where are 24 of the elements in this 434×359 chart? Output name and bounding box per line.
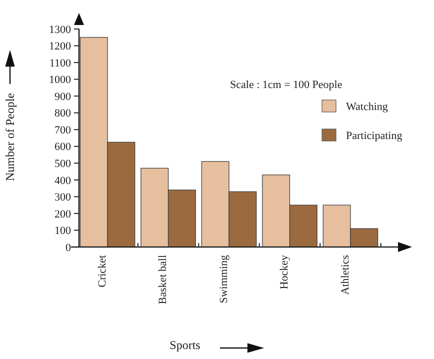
y-tick-label: 1200 [49,40,72,53]
y-tick-label: 900 [54,90,72,103]
y-tick-label: 300 [54,192,72,204]
y-tick-label: 600 [54,141,72,154]
legend-label: Participating [346,130,403,142]
y-tick-label: 200 [54,208,72,220]
y-tick-label: 1300 [49,24,72,36]
x-tick-label: Athletics [339,255,352,295]
y-tick-label: 0 [66,242,72,254]
y-tick-label: 800 [54,108,72,120]
x-tick-label: Cricket [96,255,108,288]
x-tick-label: Hockey [278,254,291,290]
x-tick-label: Swimming [218,254,230,304]
y-tick-label: 100 [54,225,72,238]
x-axis-title: Sports [170,338,201,352]
y-tick-label: 700 [54,124,72,136]
x-tick-label: Basket ball [157,255,170,304]
y-tick-label: 1100 [49,57,72,70]
y-axis-title: Number of People [3,93,17,181]
y-tick-label: 400 [54,174,72,187]
y-tick-label: 1000 [49,74,72,86]
y-tick-label: 500 [54,158,72,170]
legend-label: Watching [346,100,388,113]
annotation: Scale : 1cm = 100 People [230,79,342,91]
